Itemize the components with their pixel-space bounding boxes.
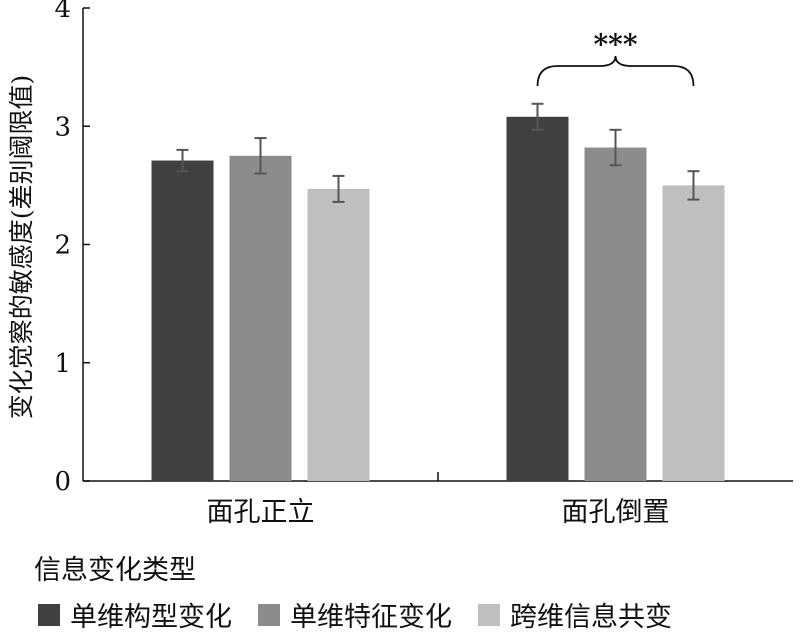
bar (584, 147, 647, 481)
bar (151, 160, 214, 482)
y-tick-label: 1 (54, 349, 71, 379)
error-bars (176, 102, 700, 203)
legend-label: 单维构型变化 (70, 602, 232, 633)
y-axis-label: 变化觉察的敏感度(差别阈限值) (7, 75, 36, 420)
y-tick-label: 4 (54, 0, 71, 24)
significance-label: *** (594, 28, 638, 61)
bar (229, 155, 292, 481)
legend-item: 跨维信息共变 (478, 595, 672, 634)
bars (151, 116, 725, 482)
y-tick-label: 0 (54, 467, 71, 497)
tick-labels: 0 1 2 3 4 面孔正立 面孔倒置 (54, 0, 669, 528)
legend-label: 跨维信息共变 (510, 602, 672, 633)
bar (506, 116, 569, 481)
x-tick-label: 面孔正立 (207, 497, 315, 528)
legend-title: 信息变化类型 (34, 555, 196, 586)
bar (307, 188, 370, 482)
bar (662, 185, 725, 481)
legend-swatch (258, 603, 280, 626)
significance-bracket (536, 55, 695, 87)
legend-swatch (38, 603, 60, 626)
legend-label: 单维特征变化 (290, 602, 452, 633)
y-tick-label: 3 (54, 112, 71, 142)
legend: 单维构型变化 单维特征变化 跨维信息共变 (38, 595, 698, 634)
significance-annotation: *** (536, 28, 695, 87)
legend-swatch (478, 603, 500, 626)
x-tick-label: 面孔倒置 (562, 497, 670, 528)
legend-item: 单维构型变化 (38, 595, 232, 634)
y-tick-label: 2 (54, 231, 71, 261)
bar-chart: 0 1 2 3 4 面孔正立 面孔倒置 *** 变化觉察的敏感度(差别阈限值) (7, 0, 793, 528)
legend-item: 单维特征变化 (258, 595, 452, 634)
